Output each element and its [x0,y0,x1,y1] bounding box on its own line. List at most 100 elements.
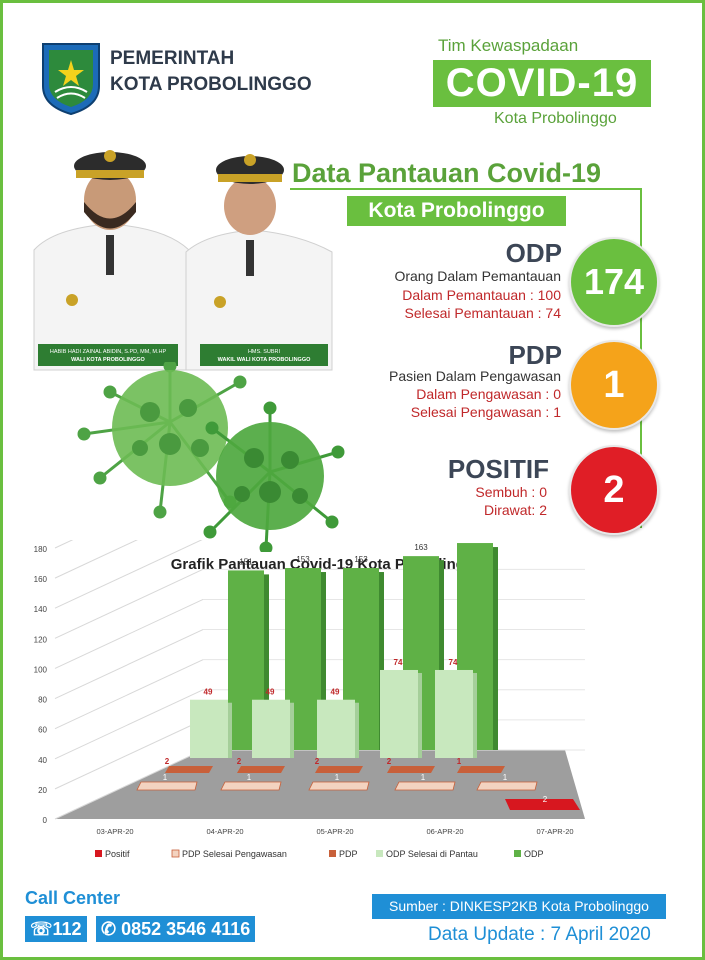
officials-photo: HABIB HADI ZAINAL ABIDIN, S.PD, MM, M.HP… [33,150,333,371]
odp-bar-side [379,572,384,750]
hotline-phone[interactable]: ✆ 0852 3546 4116 [96,916,256,942]
odp-done-value-label: 74 [449,658,458,667]
data-title: Data Pantauan Covid-19 [292,158,602,188]
gridline [54,540,203,609]
odp-done-bar [252,699,290,758]
odp-done-bar-side [290,702,294,758]
data-subtitle: Kota Probolinggo [347,196,566,226]
odp-bar-side [493,547,498,750]
emergency-phone[interactable]: ☏112 [25,916,87,942]
pdp-done-value-label: 1 [163,773,168,782]
positive-heading: POSITIF [447,454,549,484]
positive-recovered: Sembuh : 0 [475,484,547,500]
y-tick-label: 60 [38,726,47,735]
odp-done-value-label: 49 [204,688,213,697]
odp-done-value-label: 49 [331,688,340,697]
official2-name: HMS. SUBRI [248,349,281,355]
virus-illustration-icon [77,362,345,552]
source-badge: Sumber : DINKESP2KB Kota Probolinggo [372,894,666,919]
positive-value-label: 2 [543,795,548,804]
odp-done-bar [190,699,228,758]
odp-done-value-label: 74 [394,658,403,667]
official-portrait-2 [185,154,333,371]
x-tick-label: 05-APR-20 [316,827,353,836]
section-divider [290,188,642,190]
odp-done-bar-side [418,672,422,758]
pdp-bar [387,766,435,773]
odp-done-bar-side [473,672,477,758]
y-tick-label: 140 [34,605,48,614]
gridline [54,629,204,700]
official1-name: HABIB HADI ZAINAL ABIDIN, S.PD, MM, M.HP [50,349,167,355]
pdp-bar [457,766,505,773]
city-emblem-icon [42,43,100,116]
odp-done-bar [317,699,355,758]
odp-done-value-label: 49 [266,688,275,697]
positive-treated: Dirawat: 2 [483,502,547,518]
pdp-value-label: 2 [237,757,242,766]
y-tick-label: 100 [34,665,48,674]
odp-bar-side [321,572,326,750]
odp-value-label: 153 [296,555,310,564]
gridline [54,568,204,639]
pdp-bar [165,766,213,773]
odp-in-monitoring: Dalam Pemantauan : 100 [402,287,561,303]
pdp-finished: Selesai Pengawasan : 1 [410,404,561,420]
gridline [54,749,204,820]
y-tick-label: 0 [43,816,48,825]
pdp-bar [315,766,363,773]
gridline [54,540,138,579]
odp-description: Orang Dalam Pemantauan [394,268,561,284]
caption-bar-2 [200,344,328,366]
pdp-done-bar [476,781,538,791]
city-label: Kota Probolinggo [494,110,617,127]
pdp-done-value-label: 1 [503,773,508,782]
official2-role: WAKIL WALI KOTA PROBOLINGGO [218,357,312,363]
government-title: PEMERINTAH KOTA PROBOLINGGO [110,46,312,98]
y-tick-label: 120 [34,635,48,644]
gridline [54,598,204,669]
legend-label: Positif [105,849,130,859]
legend-swatch [329,850,336,857]
pdp-done-bar [394,781,456,791]
gov-line1: PEMERINTAH [110,48,235,69]
odp-done-bar [435,669,473,758]
person-phone-icon: ☏ [30,919,53,939]
x-tick-label: 06-APR-20 [426,827,463,836]
legend-swatch [171,849,180,858]
odp-bar-side [264,574,269,750]
x-tick-label: 03-APR-20 [96,827,133,836]
legend-swatch [514,850,521,857]
update-date: Data Update : 7 April 2020 [428,924,651,945]
gridline [54,689,204,760]
pdp-done-value-label: 1 [335,773,340,782]
odp-value-label: 163 [414,543,428,552]
chart-labels: 03-APR-20 04-APR-20 05-APR-20 06-APR-20 07-A… [96,543,573,836]
team-label: Tim Kewaspadaan [438,36,579,55]
odp-value-label: 151 [239,557,253,566]
pdp-bar [237,766,285,773]
y-tick-label: 20 [38,786,47,795]
odp-finished: Selesai Pemantauan : 74 [404,305,561,321]
odp-bar-side [439,560,444,750]
pdp-done-bar [308,781,370,791]
legend-label: ODP [524,849,544,859]
odp-value-label: 153 [354,555,368,564]
y-tick-label: 160 [34,575,48,584]
phone-112: 112 [52,919,82,939]
pdp-done-bar [136,781,198,791]
odp-done-bar-side [228,702,232,758]
gov-line2: KOTA PROBOLINGGO [110,74,312,95]
official1-role: WALI KOTA PROBOLINGGO [71,357,145,363]
pdp-done-value-label: 1 [247,773,252,782]
call-center-label: Call Center [25,888,121,908]
pdp-total-badge: 1 [569,340,659,430]
pdp-value-label: 2 [165,757,170,766]
chart-bars [136,543,580,810]
pdp-description: Pasien Dalam Pengawasan [389,368,561,384]
y-tick-label: 80 [38,696,47,705]
positive-bar [505,799,580,810]
chart-legend: Positif PDP Selesai Pengawasan PDP ODP Sele… [95,849,544,859]
phone-icon: ✆ [101,919,117,939]
official-portrait-1 [33,150,190,371]
